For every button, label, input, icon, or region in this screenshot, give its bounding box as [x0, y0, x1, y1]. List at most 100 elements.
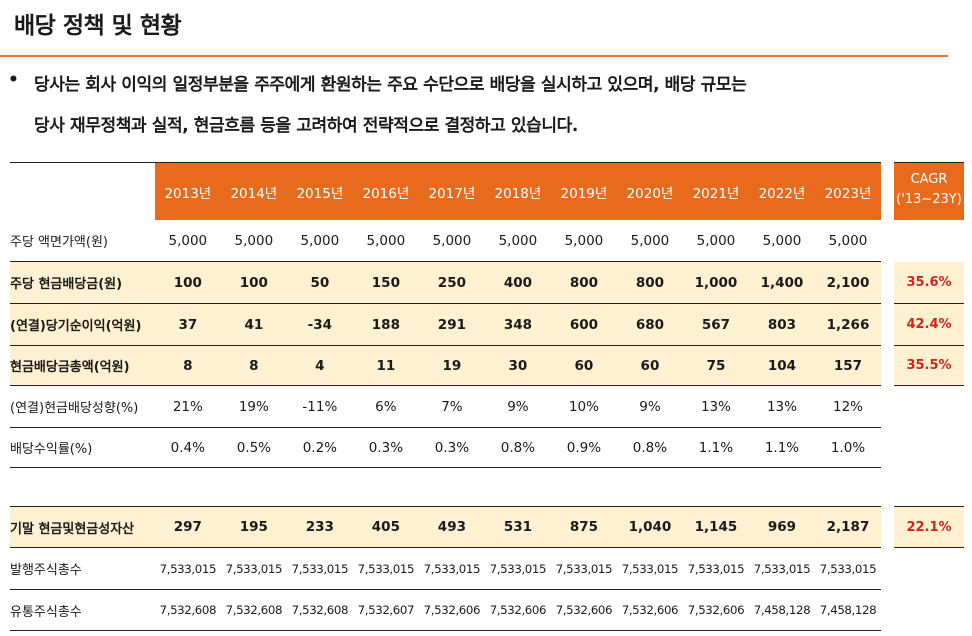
year-2017: 2017년: [428, 185, 476, 202]
value-cell: 37: [178, 316, 198, 333]
value-cell: 7,533,015: [291, 561, 349, 576]
value-cell: 969: [767, 519, 797, 535]
value-cell: 19%: [238, 398, 269, 415]
value-cell: 19: [442, 357, 462, 374]
value-cell: 800: [569, 274, 599, 291]
value-cell: 5,000: [168, 232, 208, 249]
value-cell: 5,000: [366, 232, 406, 249]
value-cell: 4: [315, 357, 325, 374]
value-cell: 1,000: [694, 274, 738, 291]
value-cell: 291: [437, 316, 466, 333]
table-row: 기말 현금및현금성자산 297 195 233 405 493 531 875 1,040 1,1…: [10, 507, 881, 547]
value-cell: 100: [173, 274, 202, 291]
value-cell: 7,533,015: [687, 561, 745, 576]
value-cell: 9%: [507, 398, 529, 415]
cagr-header: CAGR ('13~23Y): [894, 162, 964, 220]
value-cell: -11%: [302, 398, 338, 415]
value-cell: 1,040: [628, 519, 672, 535]
value-cell: 21%: [172, 398, 203, 415]
value-cell: 7,533,015: [621, 561, 679, 576]
value-cell: 405: [371, 519, 400, 535]
value-cell: 1.0%: [830, 439, 866, 456]
value-cell: 800: [635, 274, 665, 291]
value-cell: 297: [173, 519, 202, 535]
year-2013: 2013년: [164, 185, 212, 202]
table-row: 현금배당금총액(억원) 8 8 4 11 19 30 60 60 75 104 157: [10, 346, 881, 385]
row-label: 유통주식총수: [10, 604, 82, 620]
year-2019: 2019년: [560, 185, 608, 202]
value-cell: 0.3%: [434, 439, 470, 456]
value-cell: 531: [503, 519, 532, 535]
value-cell: -34: [307, 316, 333, 333]
value-cell: 5,000: [300, 232, 340, 249]
year-2015: 2015년: [296, 185, 344, 202]
value-cell: 7,533,015: [159, 561, 217, 576]
value-cell: 157: [833, 357, 863, 374]
value-cell: 0.4%: [170, 439, 205, 456]
value-cell: 5,000: [630, 232, 670, 249]
year-2021: 2021년: [692, 185, 740, 202]
year-2018: 2018년: [494, 185, 542, 202]
bullet-dot-icon: •: [8, 70, 19, 90]
row-label: 현금배당금총액(억원): [10, 360, 130, 375]
row-label: 주당 현금배당금(원): [10, 277, 123, 292]
value-cell: 0.2%: [302, 439, 338, 456]
value-cell: 13%: [700, 398, 731, 415]
value-cell: 30: [508, 357, 528, 374]
value-cell: 5,000: [762, 232, 802, 249]
value-cell: 2,187: [826, 519, 870, 535]
value-cell: 1,145: [694, 519, 738, 535]
page-title: 배당 정책 및 현황: [14, 13, 182, 39]
value-cell: 75: [706, 357, 726, 374]
value-cell: 13%: [766, 398, 797, 415]
value-cell: 7,458,128: [819, 603, 877, 617]
table-row: (연결)당기순이익(억원) 37 41 -34 188 291 348 600 680 567 80…: [10, 304, 881, 345]
value-cell: 250: [437, 274, 466, 291]
value-cell: 2,100: [826, 274, 870, 291]
value-cell: 7,458,128: [753, 603, 811, 617]
value-cell: 7,532,606: [489, 603, 547, 617]
row-label: 발행주식총수: [10, 563, 82, 578]
value-cell: 12%: [832, 398, 863, 415]
value-cell: 7,533,015: [555, 561, 613, 576]
row-label: 주당 액면가액(원): [10, 235, 108, 250]
value-cell: 5,000: [498, 232, 538, 249]
value-cell: 0.9%: [566, 439, 602, 456]
year-2014: 2014년: [230, 185, 278, 202]
cagr-net-income: 42.4%: [894, 304, 964, 345]
value-cell: 7,532,606: [423, 603, 481, 617]
value-cell: 567: [701, 316, 731, 333]
value-cell: 11: [376, 357, 396, 374]
table-row: 주당 현금배당금(원) 100 100 50 150 250 400 800 800 1,000 1…: [10, 262, 881, 303]
header-label-cell: [10, 162, 155, 221]
cagr-header-title: CAGR: [910, 172, 948, 187]
value-cell: 0.3%: [368, 439, 404, 456]
value-cell: 5,000: [564, 232, 604, 249]
value-cell: 5,000: [828, 232, 868, 249]
value-cell: 7,533,015: [819, 561, 877, 576]
row-label: (연결)현금배당성향(%): [10, 401, 139, 416]
table-row: (연결)현금배당성향(%) 21% 19% -11% 6% 7% 9% 10% 9% 13% 13%…: [10, 386, 881, 427]
value-cell: 6%: [375, 398, 397, 415]
value-cell: 5,000: [696, 232, 736, 249]
value-cell: 195: [239, 519, 268, 535]
value-cell: 1.1%: [764, 439, 800, 456]
table-row: 발행주식총수 7,533,015 7,533,015 7,533,015 7,533,0…: [10, 548, 881, 589]
row-label: 기말 현금및현금성자산: [10, 521, 135, 537]
value-cell: 493: [437, 519, 466, 535]
value-cell: 104: [767, 357, 797, 374]
value-cell: 233: [305, 519, 334, 535]
row-label: 배당수익률(%): [10, 442, 93, 457]
value-cell: 60: [574, 357, 594, 374]
value-cell: 10%: [568, 398, 599, 415]
value-cell: 8: [249, 357, 259, 374]
title-divider: [0, 55, 948, 57]
value-cell: 8: [183, 357, 193, 374]
year-2016: 2016년: [362, 185, 410, 202]
value-cell: 9%: [639, 398, 661, 415]
value-cell: 7,532,608: [225, 603, 283, 617]
value-cell: 7,532,608: [291, 603, 349, 617]
year-2020: 2020년: [626, 185, 674, 202]
row-label: (연결)당기순이익(억원): [10, 319, 142, 334]
bullet-text-1: 당사는 회사 이익의 일정부분을 주주에게 환원하는 주요 수단으로 배당을 실…: [34, 75, 747, 95]
